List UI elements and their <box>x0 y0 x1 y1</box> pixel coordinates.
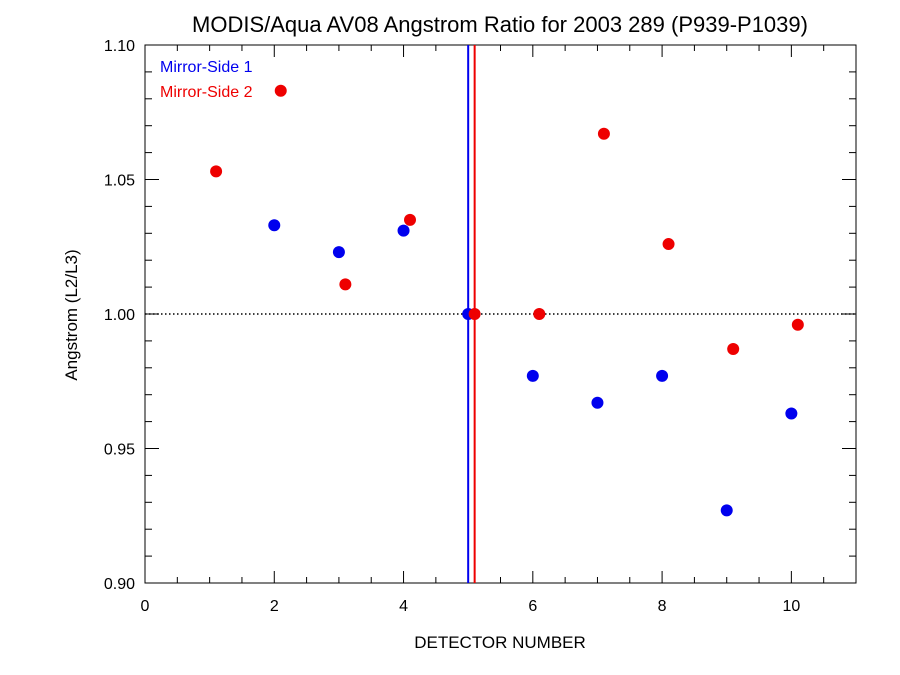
data-point-series-2 <box>468 308 481 320</box>
data-point-series-2 <box>274 84 287 97</box>
x-tick-label: 10 <box>782 598 800 615</box>
legend: Mirror-Side 1 Mirror-Side 2 <box>160 59 253 101</box>
data-point-series-1 <box>397 224 410 237</box>
y-axis-label: Angstrom (L2/L3) <box>62 249 81 380</box>
data-point-series-1 <box>591 396 604 409</box>
data-point-series-2 <box>533 308 546 320</box>
x-tick-label: 8 <box>658 598 667 615</box>
data-point-series-1 <box>268 219 281 232</box>
y-tick-label: 1.00 <box>104 307 135 324</box>
x-tick-label: 2 <box>270 598 279 615</box>
data-point-series-2 <box>210 165 223 178</box>
data-point-series-1 <box>656 369 669 382</box>
data-point-series-2 <box>791 318 804 331</box>
data-point-series-2 <box>339 278 352 291</box>
x-tick-label: 6 <box>528 598 537 615</box>
plot-area: 0 2 4 6 8 10 0.90 0.95 1.00 1.05 1.10 <box>104 38 857 615</box>
data-point-series-2 <box>662 238 675 251</box>
data-point-series-2 <box>404 213 417 226</box>
data-point-series-1 <box>332 246 345 259</box>
y-tick-label: 1.05 <box>104 173 135 190</box>
legend-item-1: Mirror-Side 1 <box>160 59 253 76</box>
chart-title: MODIS/Aqua AV08 Angstrom Ratio for 2003 … <box>192 12 808 37</box>
data-point-series-2 <box>727 342 740 355</box>
x-axis-label: DETECTOR NUMBER <box>414 633 586 652</box>
data-point-series-1 <box>720 504 733 517</box>
data-point-series-1 <box>785 407 798 420</box>
legend-item-2: Mirror-Side 2 <box>160 84 253 101</box>
y-tick-label: 0.90 <box>104 576 135 593</box>
data-point-series-2 <box>597 127 610 140</box>
x-tick-label: 4 <box>399 598 408 615</box>
y-tick-label: 0.95 <box>104 442 135 459</box>
x-tick-label: 0 <box>141 598 150 615</box>
y-tick-label: 1.10 <box>104 38 135 55</box>
data-point-series-1 <box>526 369 539 382</box>
